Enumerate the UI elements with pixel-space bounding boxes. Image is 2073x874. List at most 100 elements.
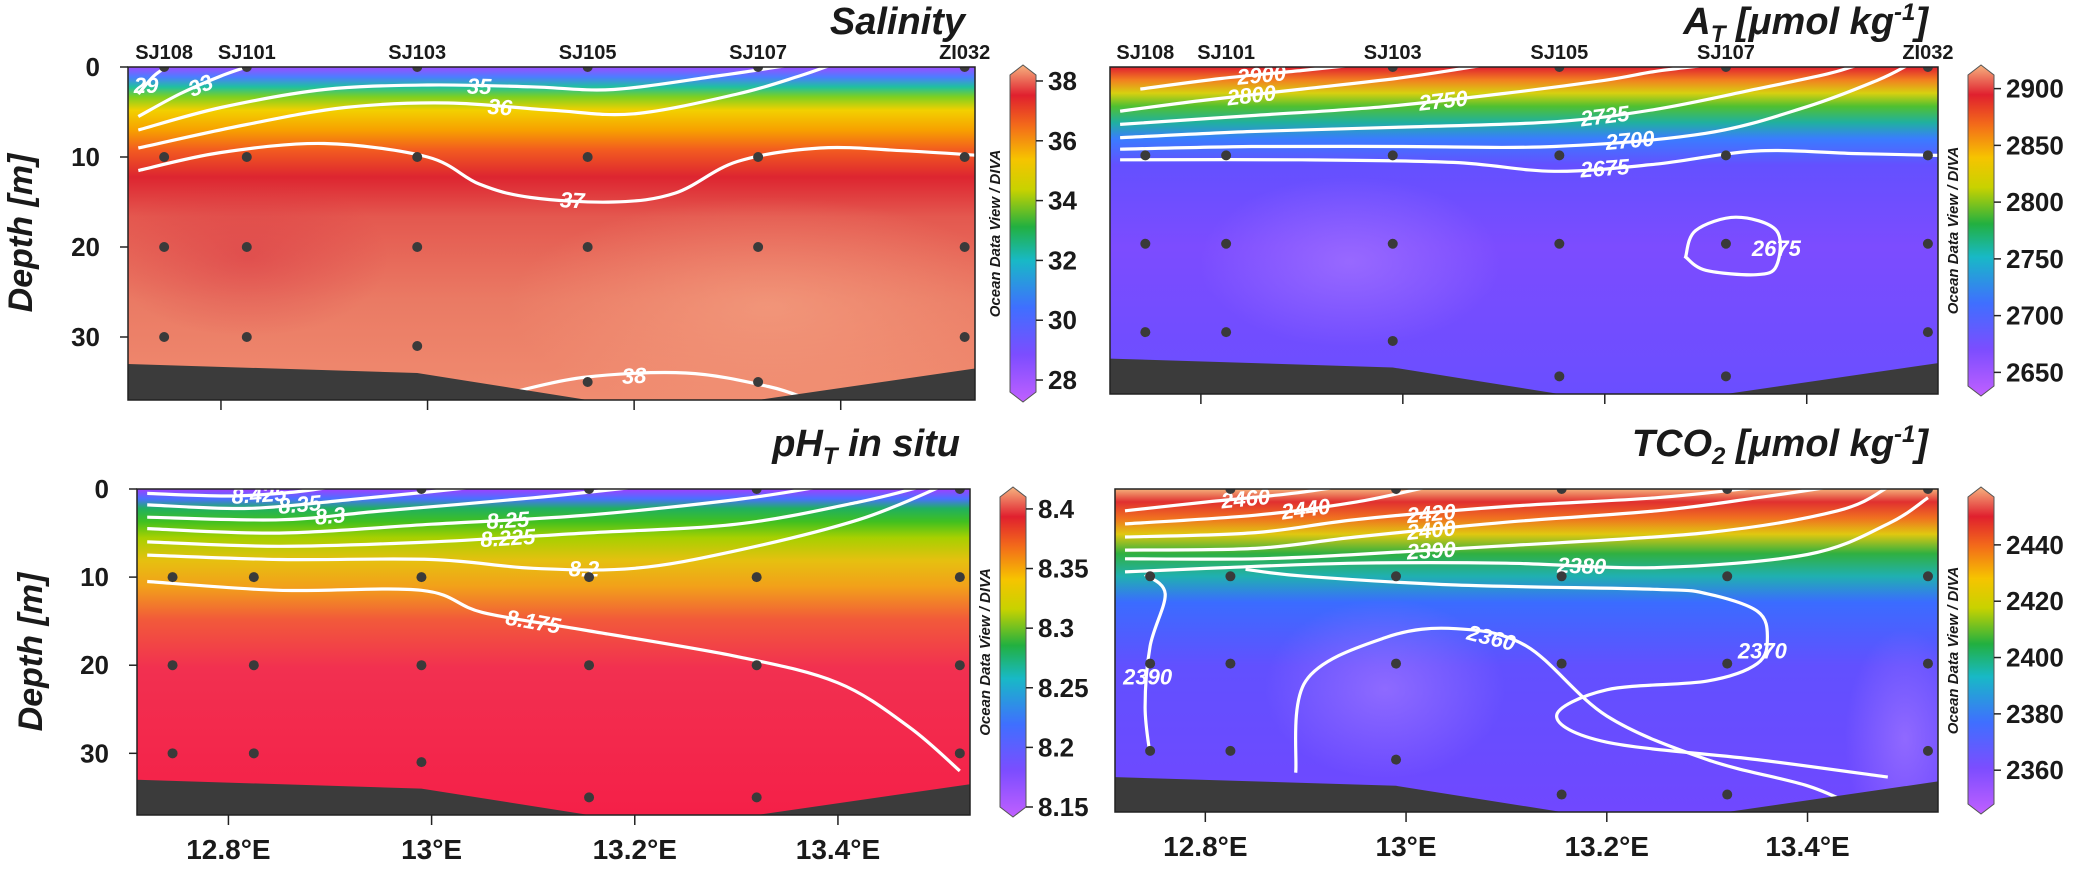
salinity-sample-point bbox=[412, 242, 423, 252]
ph-x-tick-label: 13°E bbox=[401, 834, 462, 865]
at-sample-point bbox=[1922, 238, 1933, 249]
at-colorbar-tick-label: 2900 bbox=[2006, 74, 2064, 104]
ph-contour-line bbox=[147, 579, 961, 773]
ph-x-tick-label: 12.8°E bbox=[186, 834, 270, 865]
tco2-sample-point bbox=[1722, 658, 1733, 669]
ph-y-axis-label: Depth [m] bbox=[12, 571, 50, 731]
at-contour-label: 2675 bbox=[1579, 154, 1631, 182]
salinity-sample-point bbox=[753, 67, 764, 72]
salinity-plot-frame bbox=[127, 66, 976, 401]
salinity-colorbar-tick-label: 38 bbox=[1048, 66, 1077, 96]
ph-contour-line bbox=[147, 489, 634, 522]
tco2-contour-line bbox=[1124, 496, 1929, 574]
salinity-station-label: SJ108 bbox=[135, 42, 193, 64]
salinity-sample-point bbox=[412, 152, 423, 162]
ph-contour-line bbox=[147, 489, 940, 572]
at-station-label: SJ103 bbox=[1364, 42, 1422, 64]
at-colorbar: 2900 2850 2800 2750 2700 2650 Ocean Data View … bbox=[1945, 64, 2064, 397]
ph-colorbar-tick-label: 8.15 bbox=[1038, 792, 1089, 822]
ph-contour-line bbox=[147, 489, 329, 498]
at-sample-point bbox=[1140, 150, 1151, 161]
tco2-sample-point bbox=[1391, 658, 1402, 669]
at-contour-label: 2725 bbox=[1578, 101, 1631, 132]
ph-colorbar-tick-label: 8.3 bbox=[1038, 613, 1074, 643]
salinity-sample-point bbox=[241, 67, 252, 72]
salinity-sample-point bbox=[412, 67, 423, 72]
salinity-station-label: SJ103 bbox=[388, 42, 446, 64]
at-contour-line bbox=[1119, 67, 1483, 113]
ph-sample-point bbox=[751, 572, 762, 583]
salinity-shade bbox=[508, 197, 975, 400]
tco2-plot-frame bbox=[1114, 488, 1939, 813]
salinity-seafloor bbox=[128, 364, 975, 400]
salinity-sample-point bbox=[959, 67, 970, 72]
at-station-label: SJ108 bbox=[1116, 42, 1174, 64]
tco2-contour-line bbox=[1124, 489, 1426, 526]
ph-colorbar-tick-label: 8.2 bbox=[1038, 732, 1074, 762]
ph-sample-point bbox=[248, 660, 259, 671]
tco2-x-tick-label: 13°E bbox=[1376, 831, 1437, 862]
salinity-sample-point bbox=[959, 152, 970, 162]
tco2-sample-point bbox=[1145, 571, 1156, 582]
salinity-colorbar-tick-label: 32 bbox=[1048, 245, 1077, 275]
ph-sample-point bbox=[954, 660, 965, 671]
salinity-sample-point bbox=[241, 332, 252, 342]
salinity-y-tick-label: 10 bbox=[71, 142, 100, 172]
tco2-sample-point bbox=[1391, 489, 1402, 494]
salinity-sample-point bbox=[159, 332, 170, 342]
ph-sample-point bbox=[416, 489, 427, 494]
tco2-colorbar-tick-label: 2440 bbox=[2006, 530, 2064, 560]
salinity-y-tick-label: 0 bbox=[86, 52, 100, 82]
salinity-sample-point bbox=[959, 242, 970, 252]
ph-seafloor bbox=[137, 779, 970, 815]
ph-y-tick-label: 0 bbox=[95, 474, 109, 504]
at-contour-label: 2675 bbox=[1751, 236, 1802, 261]
ph-color-field bbox=[137, 489, 970, 815]
tco2-sample-point bbox=[1922, 745, 1933, 756]
at-shade bbox=[1200, 177, 1500, 347]
at-sample-point bbox=[1387, 335, 1398, 346]
tco2-contour-line bbox=[1245, 567, 1889, 779]
salinity-sample-point bbox=[582, 152, 593, 162]
ph-sample-point bbox=[751, 660, 762, 671]
salinity-sample-point bbox=[753, 152, 764, 162]
at-sample-point bbox=[1387, 150, 1398, 161]
at-sample-point bbox=[1554, 238, 1565, 249]
ph-sample-point bbox=[954, 572, 965, 583]
ph-sample-point bbox=[584, 792, 595, 803]
ph-sample-point bbox=[751, 792, 762, 803]
at-sample-point bbox=[1554, 67, 1565, 72]
at-station-label: ZI032 bbox=[1902, 42, 1953, 64]
tco2-colorbar-tick-label: 2420 bbox=[2006, 586, 2064, 616]
at-sample-point bbox=[1720, 150, 1731, 161]
at-contour-line bbox=[1119, 67, 1705, 126]
ph-sample-point bbox=[248, 748, 259, 759]
salinity-contour-label: 38 bbox=[621, 363, 647, 389]
ph-sample-point bbox=[751, 489, 762, 494]
at-station-label: SJ105 bbox=[1530, 42, 1588, 64]
ph-contour-label: 8.3 bbox=[314, 502, 347, 530]
salinity-sample-point bbox=[582, 67, 593, 72]
ph-sample-point bbox=[167, 748, 178, 759]
tco2-contour-line bbox=[1124, 489, 1828, 552]
at-sample-point bbox=[1554, 150, 1565, 161]
tco2-sample-point bbox=[1722, 489, 1733, 494]
tco2-contour-label: 2390 bbox=[1405, 537, 1457, 565]
tco2-contour-line bbox=[1124, 489, 1757, 539]
ph-sample-point bbox=[584, 572, 595, 583]
at-contour-label: 2750 bbox=[1417, 85, 1470, 115]
tco2-contour-label: 2390 bbox=[1122, 665, 1173, 690]
tco2-colorbar-scale bbox=[1967, 486, 1995, 815]
ph-sample-point bbox=[416, 572, 427, 583]
ph-sample-point bbox=[167, 572, 178, 583]
salinity-y-axis-label: Depth [m] bbox=[2, 152, 40, 312]
ph-x-tick-label: 13.4°E bbox=[796, 834, 880, 865]
at-station-label: SJ101 bbox=[1197, 42, 1255, 64]
tco2-sample-point bbox=[1391, 571, 1402, 582]
at-contour-label: 2800 bbox=[1225, 80, 1278, 111]
tco2-sample-point bbox=[1391, 754, 1402, 765]
